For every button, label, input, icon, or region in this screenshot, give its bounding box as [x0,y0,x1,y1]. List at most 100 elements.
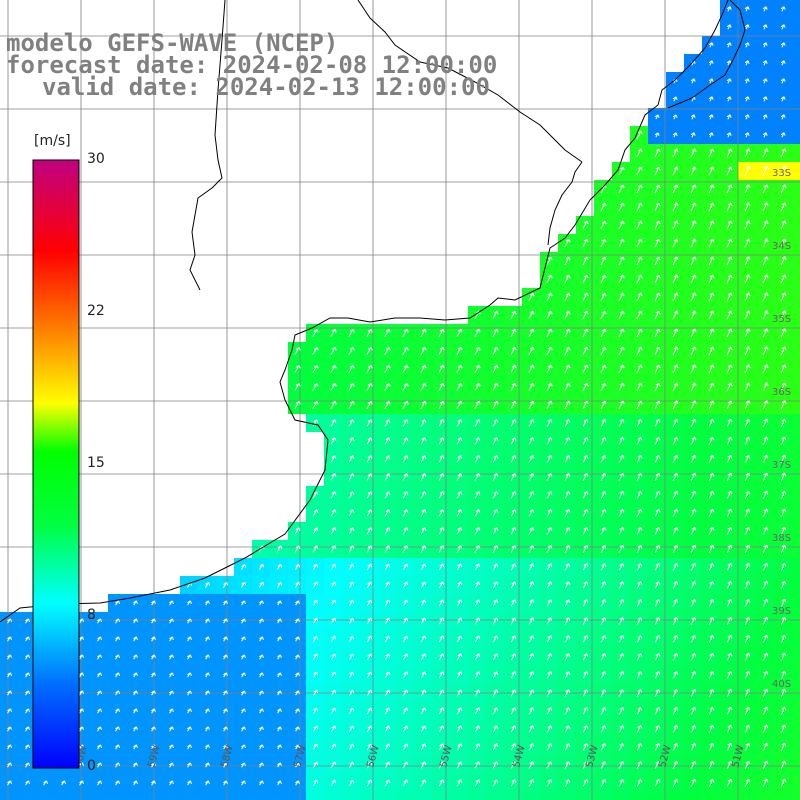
wind-arrow [438,743,445,751]
wind-arrow [294,346,301,355]
coast-north [667,0,746,109]
wind-arrow [618,671,625,679]
wind-arrow [744,598,751,607]
wind-arrow [690,364,697,374]
wind-arrow [474,581,481,589]
wind-arrow [780,706,787,716]
wind-arrow [744,778,751,788]
wind-arrow [420,419,427,427]
wind-arrow [438,707,445,715]
wind-cell [792,36,800,54]
wind-arrow [564,328,571,338]
wind-arrow [474,419,481,427]
wind-arrow [456,455,463,463]
wind-arrow [600,382,607,392]
wind-arrow [690,418,697,428]
colorbar-tick-0: 0 [87,758,96,774]
wind-arrow [780,670,787,680]
wind-arrow [402,563,409,571]
wind-arrow [277,762,282,768]
wind-arrow [636,166,643,176]
wind-arrow [564,563,571,571]
wind-arrow [348,437,355,445]
wind-arrow [636,706,643,715]
wind-arrow [726,274,733,284]
wind-arrow [420,437,427,445]
wind-arrow [510,707,517,715]
wind-arrow [636,256,643,266]
wind-arrow [564,581,571,589]
wind-arrow [654,274,661,284]
wind-arrow [762,490,769,500]
wind-arrow [205,600,210,606]
wind-arrow [690,184,697,194]
wind-cell [612,792,630,800]
wind-arrow [330,527,337,535]
wind-arrow [348,563,355,571]
wind-arrow [744,165,751,177]
wind-arrow [510,419,517,427]
wind-arrow [618,238,625,248]
wind-arrow [582,653,589,661]
wind-arrow [384,689,391,697]
wind-arrow [618,778,625,787]
wind-arrow [744,706,751,716]
wind-arrow [510,653,517,661]
wind-arrow [312,491,319,499]
wind-arrow [348,328,355,337]
wind-arrow [582,346,589,356]
wind-arrow [133,762,138,768]
wind-arrow [402,364,409,373]
wind-arrow [420,653,427,661]
wind-arrow [348,509,355,517]
wind-arrow [744,6,750,12]
wind-arrow [708,508,715,518]
wind-arrow [762,472,769,482]
wind-arrow [312,779,319,787]
wind-arrow [636,617,643,625]
wind-arrow [618,563,625,571]
wind-arrow [258,563,265,570]
wind-arrow [636,292,643,302]
wind-arrow [223,618,228,624]
wind-cell [774,792,792,800]
wind-arrow [708,616,715,625]
wind-arrow [348,743,355,751]
wind-arrow [510,779,517,787]
wind-arrow [402,761,409,769]
wind-arrow [636,472,643,481]
wind-arrow [241,672,246,678]
wind-arrow [456,437,463,445]
wind-arrow [780,292,787,302]
wind-arrow [133,780,138,786]
wind-arrow [348,400,355,409]
wind-arrow [528,310,535,320]
wind-arrow [115,654,120,660]
border-river-uruguay [547,161,583,246]
wind-arrow [726,382,733,392]
wind-arrow [474,689,481,697]
wind-arrow [690,688,697,697]
wind-arrow [690,202,697,212]
wind-arrow [456,725,463,733]
wind-arrow [420,761,427,769]
wind-arrow [636,688,643,697]
wind-arrow [295,762,300,768]
wind-arrow [636,490,643,499]
wind-arrow [672,400,679,410]
wind-arrow [330,455,337,463]
wind-arrow [438,346,445,356]
wind-arrow [672,184,679,194]
wind-arrow [384,527,391,535]
wind-arrow [600,202,607,212]
wind-arrow [276,563,283,570]
wind-arrow [204,581,211,588]
wind-arrow [672,634,679,643]
wind-arrow [420,725,427,733]
wind-arrow [726,760,733,770]
wind-arrow [312,617,319,625]
wind-arrow [654,132,660,138]
wind-arrow [582,617,589,625]
wind-arrow [564,671,571,679]
wind-arrow [384,599,391,607]
